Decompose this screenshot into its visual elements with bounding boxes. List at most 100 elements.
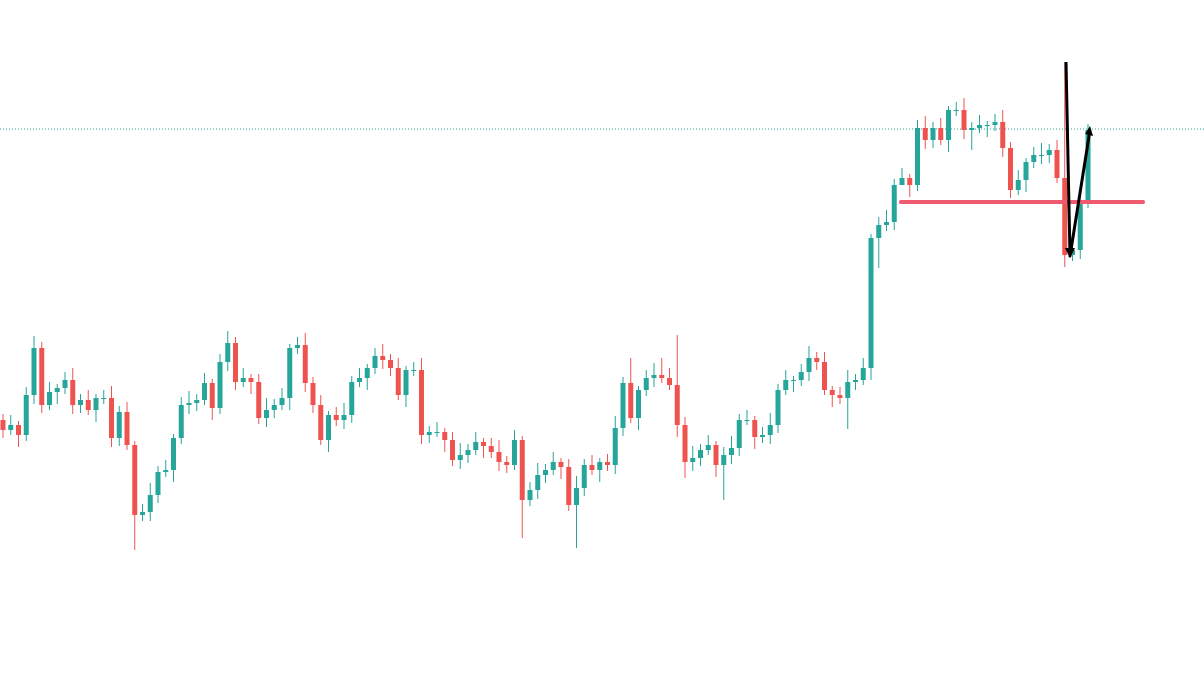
plot-area — [0, 62, 1204, 550]
candle-body — [760, 435, 765, 437]
candle-body — [62, 380, 68, 388]
candle-body — [674, 385, 680, 425]
candle-body — [1031, 155, 1037, 162]
candle-body — [620, 383, 626, 428]
candle-body — [209, 383, 215, 408]
candle-body — [225, 343, 231, 362]
candle-body — [504, 462, 510, 465]
candle-body — [628, 383, 634, 418]
candle-body — [194, 400, 200, 403]
candle-body — [147, 495, 153, 512]
candle-body — [411, 370, 417, 371]
candle-body — [659, 375, 665, 378]
candle-body — [349, 382, 355, 415]
candle-body — [93, 398, 99, 410]
candle-body — [186, 403, 192, 405]
candle-body — [891, 185, 897, 222]
candle-body — [984, 125, 990, 126]
candle-body — [814, 358, 820, 362]
candle-body — [457, 455, 463, 460]
candle-body — [581, 465, 587, 488]
candle-body — [1062, 178, 1068, 255]
candle-body — [419, 370, 424, 435]
candle-body — [969, 128, 975, 130]
candle-body — [566, 467, 572, 505]
candle-body — [535, 475, 541, 490]
candle-body — [1000, 122, 1006, 148]
candle-body — [264, 410, 269, 418]
candle-body — [837, 395, 843, 398]
candle-body — [287, 348, 293, 398]
candle-body — [1023, 162, 1029, 180]
candle-body — [78, 400, 83, 405]
candle-body — [341, 415, 347, 420]
candle-body — [240, 378, 246, 382]
candle-body — [868, 238, 874, 368]
candle-body — [47, 392, 52, 405]
candle-body — [372, 356, 378, 368]
candle-body — [295, 345, 300, 348]
candle-body — [946, 110, 951, 140]
candle-body — [884, 222, 889, 225]
candle-body — [527, 490, 533, 500]
candle-body — [953, 110, 959, 111]
candle-body — [543, 470, 548, 475]
candle-body — [938, 128, 944, 140]
candle-body — [907, 178, 913, 185]
candle-body — [705, 445, 711, 450]
candle-body — [690, 458, 696, 462]
candle-body — [512, 440, 517, 465]
candle-body — [70, 380, 76, 405]
candle-body — [736, 420, 742, 448]
candle-body — [380, 356, 386, 360]
candle-body — [473, 442, 479, 450]
candle-body — [744, 420, 750, 421]
candle-body — [302, 345, 308, 383]
candle-body — [318, 405, 324, 440]
candle-body — [1039, 155, 1044, 156]
candle-body — [434, 432, 440, 433]
candle-body — [791, 380, 796, 381]
candle-body — [1054, 150, 1060, 178]
candle-body — [171, 438, 176, 470]
candle-body — [101, 398, 107, 399]
candle-body — [853, 380, 858, 382]
candle-body — [651, 375, 657, 378]
candle-body — [481, 442, 486, 446]
candle-body — [31, 348, 37, 395]
candle-body — [496, 452, 502, 462]
candle-body — [333, 415, 339, 420]
candle-body — [977, 125, 982, 128]
candle-body — [899, 178, 905, 185]
candle-body — [1046, 150, 1052, 155]
candle-body — [326, 415, 331, 440]
candle-body — [589, 465, 595, 470]
candle-body — [256, 382, 262, 418]
candle-body — [16, 425, 21, 435]
candle-body — [85, 400, 91, 410]
candle-body — [829, 390, 835, 395]
candle-body — [279, 398, 285, 405]
candle-body — [310, 383, 316, 405]
candle-body — [783, 380, 789, 390]
candle-body — [558, 462, 564, 467]
candle-body — [202, 383, 207, 400]
candle-body — [597, 462, 603, 470]
candle-body — [1085, 130, 1091, 200]
candle-body — [39, 348, 45, 405]
candle-body — [132, 445, 138, 515]
candle-body — [442, 432, 448, 440]
candle-body — [605, 462, 610, 465]
candle-body — [798, 372, 804, 380]
candle-body — [876, 225, 882, 238]
candle-body — [729, 448, 734, 455]
candle-body — [140, 512, 145, 515]
candle-body — [1015, 180, 1021, 190]
candle-body — [519, 440, 525, 500]
candle-body — [767, 425, 773, 435]
candle-body — [217, 362, 223, 408]
candle-body — [860, 368, 866, 380]
candle-body — [0, 420, 6, 430]
candle-body — [806, 358, 812, 372]
